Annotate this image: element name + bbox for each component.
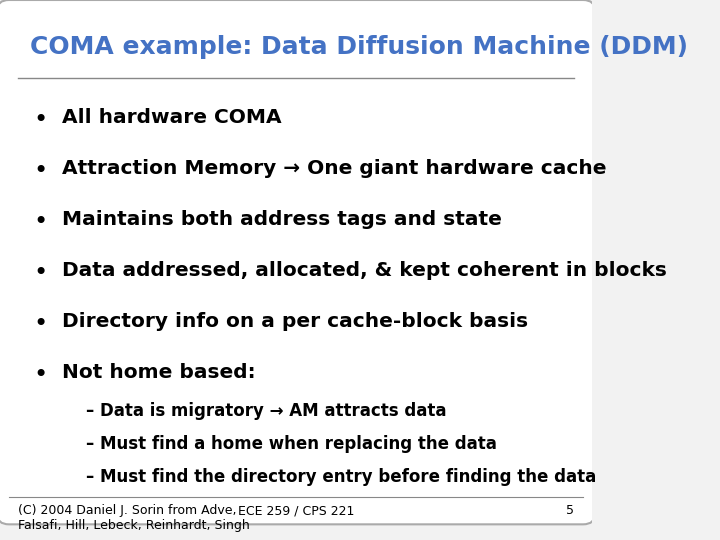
Text: COMA example: Data Diffusion Machine (DDM): COMA example: Data Diffusion Machine (DD… bbox=[30, 35, 688, 59]
Text: •: • bbox=[33, 210, 48, 234]
Text: •: • bbox=[33, 107, 48, 132]
Text: 5: 5 bbox=[567, 504, 575, 517]
Text: – Must find a home when replacing the data: – Must find a home when replacing the da… bbox=[86, 435, 497, 453]
Text: •: • bbox=[33, 261, 48, 285]
Text: Data addressed, allocated, & kept coherent in blocks: Data addressed, allocated, & kept cohere… bbox=[62, 261, 667, 280]
Text: – Must find the directory entry before finding the data: – Must find the directory entry before f… bbox=[86, 468, 596, 487]
Text: Not home based:: Not home based: bbox=[62, 363, 256, 382]
FancyBboxPatch shape bbox=[0, 0, 595, 524]
Text: Attraction Memory → One giant hardware cache: Attraction Memory → One giant hardware c… bbox=[62, 159, 607, 178]
Text: – Data is migratory → AM attracts data: – Data is migratory → AM attracts data bbox=[86, 402, 446, 420]
Text: ECE 259 / CPS 221: ECE 259 / CPS 221 bbox=[238, 504, 354, 517]
Text: (C) 2004 Daniel J. Sorin from Adve,
Falsafi, Hill, Lebeck, Reinhardt, Singh: (C) 2004 Daniel J. Sorin from Adve, Fals… bbox=[18, 504, 250, 532]
Text: Directory info on a per cache-block basis: Directory info on a per cache-block basi… bbox=[62, 312, 528, 331]
Text: •: • bbox=[33, 363, 48, 387]
Text: Maintains both address tags and state: Maintains both address tags and state bbox=[62, 210, 502, 229]
Text: All hardware COMA: All hardware COMA bbox=[62, 107, 282, 126]
Text: •: • bbox=[33, 159, 48, 183]
Text: •: • bbox=[33, 312, 48, 336]
